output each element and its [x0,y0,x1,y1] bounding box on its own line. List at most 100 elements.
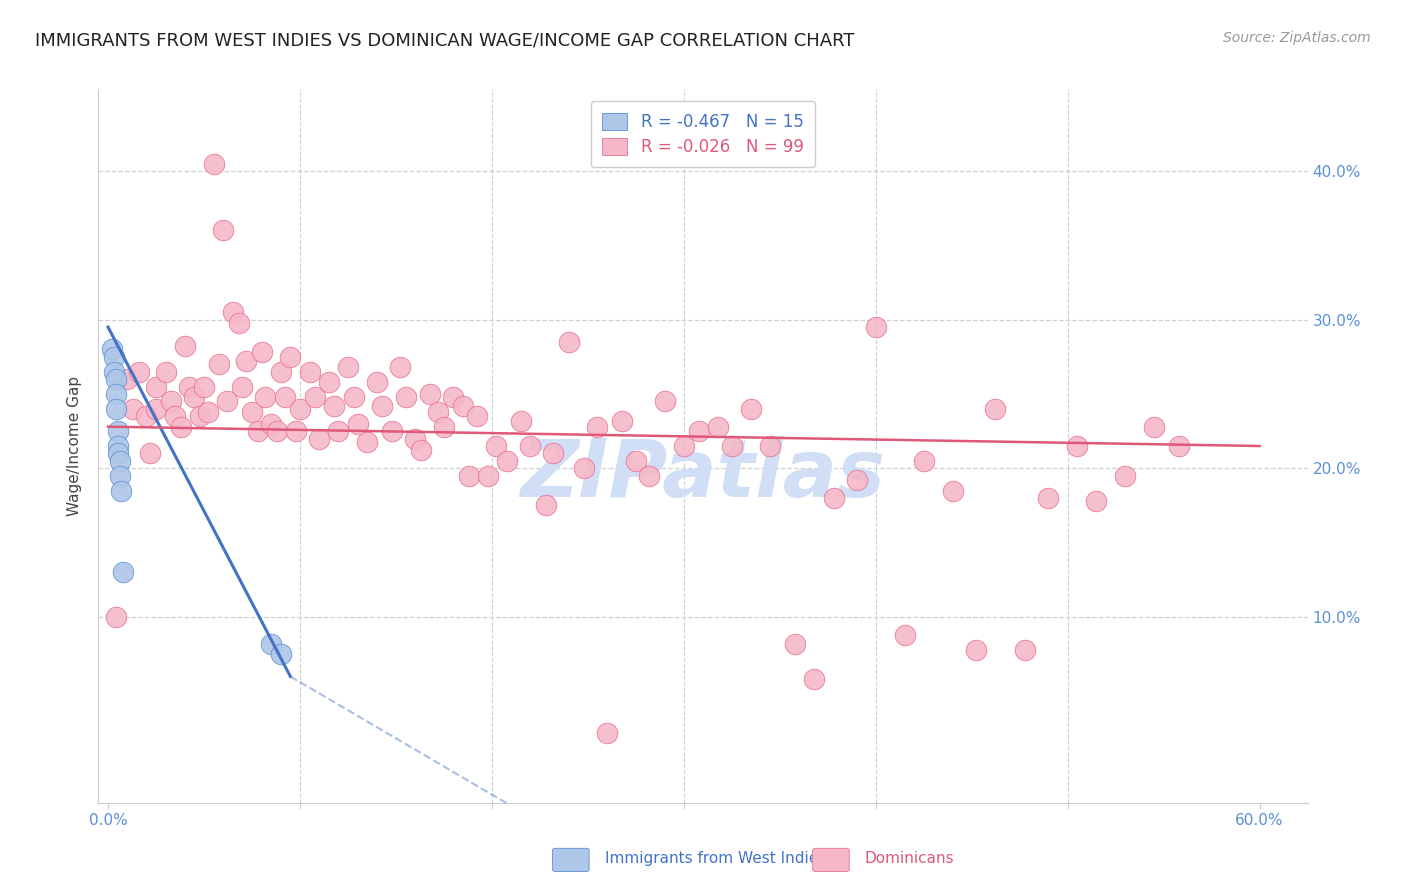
Text: IMMIGRANTS FROM WEST INDIES VS DOMINICAN WAGE/INCOME GAP CORRELATION CHART: IMMIGRANTS FROM WEST INDIES VS DOMINICAN… [35,31,855,49]
Point [343,390,366,404]
Point [509,414,531,428]
Point [371,399,394,413]
Point [381,424,404,438]
Point [128,365,150,379]
Text: Immigrants from West Indies: Immigrants from West Indies [605,851,825,865]
Point [534,499,557,513]
Point [212,223,235,237]
Point [308,432,330,446]
Point [104,610,127,624]
Point [912,454,935,468]
Point [250,345,273,359]
Point [280,350,302,364]
Point [409,443,432,458]
Point [624,454,647,468]
Point [433,419,456,434]
Point [193,379,215,393]
Point [260,637,283,651]
Point [543,446,565,460]
Y-axis label: Wage/Income Gap: Wage/Income Gap [67,376,83,516]
Point [165,409,187,424]
Point [104,401,127,416]
Point [228,316,250,330]
Point [104,372,127,386]
Point [107,424,129,438]
Point [366,375,388,389]
Point [823,491,845,505]
Point [260,417,283,431]
Point [485,439,508,453]
Point [173,339,195,353]
Text: Dominicans: Dominicans [865,851,955,865]
Point [115,372,138,386]
Point [740,401,762,416]
Point [215,394,238,409]
Point [139,446,162,460]
Point [197,405,219,419]
Point [443,390,465,404]
Point [235,354,257,368]
Text: ZIPatlas: ZIPatlas [520,435,886,514]
Legend: R = -0.467   N = 15, R = -0.026   N = 99: R = -0.467 N = 15, R = -0.026 N = 99 [591,101,815,168]
Point [107,446,129,460]
Point [170,419,193,434]
Point [893,628,915,642]
Point [404,432,426,446]
Point [1143,419,1166,434]
Point [160,394,183,409]
Point [519,439,541,453]
Point [457,468,479,483]
Point [394,390,416,404]
Point [419,387,441,401]
Point [231,379,253,393]
Point [112,566,135,580]
Point [145,401,167,416]
Point [318,375,340,389]
Point [155,365,177,379]
Point [177,379,200,393]
Point [865,320,887,334]
Point [135,409,157,424]
Point [1085,494,1108,508]
Point [465,409,488,424]
Point [104,387,127,401]
Point [202,156,225,170]
Point [110,483,132,498]
Point [654,394,676,409]
Point [586,419,609,434]
Point [266,424,288,438]
Point [240,405,263,419]
Point [1066,439,1088,453]
Point [103,365,125,379]
Point [1014,642,1036,657]
Point [638,468,661,483]
Point [285,424,308,438]
Point [720,439,742,453]
Point [596,726,619,740]
Point [101,343,124,357]
Point [298,365,321,379]
Text: Source: ZipAtlas.com: Source: ZipAtlas.com [1223,31,1371,45]
Point [688,424,710,438]
Point [107,439,129,453]
Point [183,390,205,404]
Point [254,390,277,404]
Point [188,409,211,424]
Point [304,390,326,404]
Point [1038,491,1060,505]
Point [145,379,167,393]
Point [103,350,125,364]
Point [108,468,131,483]
Point [672,439,695,453]
Point [336,360,359,375]
Point [246,424,269,438]
Point [451,399,474,413]
Point [845,473,868,487]
Point [557,334,579,349]
Point [208,357,231,371]
Point [965,642,987,657]
Point [323,399,346,413]
Point [288,401,311,416]
Point [270,365,292,379]
Point [496,454,519,468]
